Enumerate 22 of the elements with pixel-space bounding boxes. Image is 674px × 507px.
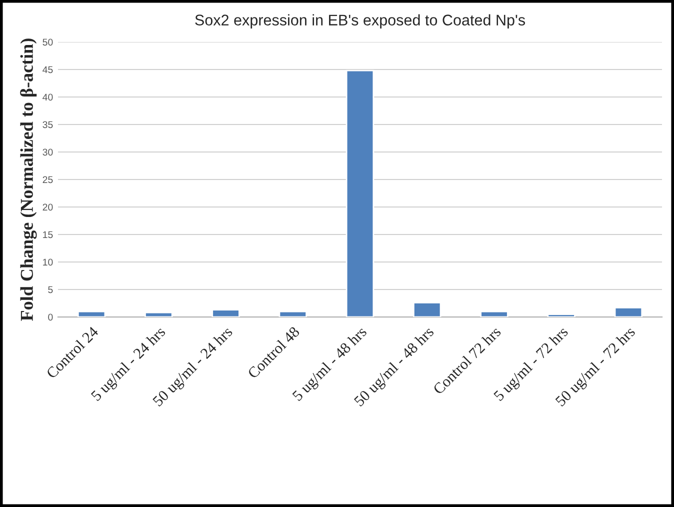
bar xyxy=(412,302,442,317)
bar xyxy=(77,310,106,317)
y-tick-label: 25 xyxy=(42,176,53,184)
chart-title: Sox2 expression in EB's exposed to Coated Np's xyxy=(195,14,526,29)
y-tick-label: 35 xyxy=(42,121,53,128)
bar xyxy=(278,310,308,317)
y-tick-label: 0 xyxy=(48,314,53,321)
y-tick-label: 10 xyxy=(43,258,53,266)
bar xyxy=(212,309,240,317)
bar xyxy=(346,70,374,317)
y-tick-label: 20 xyxy=(42,204,53,211)
y-tick-label: 40 xyxy=(42,94,53,101)
bar xyxy=(614,306,643,317)
y-tick-label: 5 xyxy=(48,286,53,294)
y-tick-label: 50 xyxy=(42,38,53,46)
bar xyxy=(480,310,508,317)
y-tick-label: 30 xyxy=(42,148,53,156)
bar xyxy=(144,312,173,317)
y-tick-label: 15 xyxy=(43,231,53,238)
bar xyxy=(547,314,576,317)
y-tick-label: 45 xyxy=(42,66,53,74)
y-axis-title: Fold Change (Normalized to β-actin) xyxy=(20,38,37,321)
